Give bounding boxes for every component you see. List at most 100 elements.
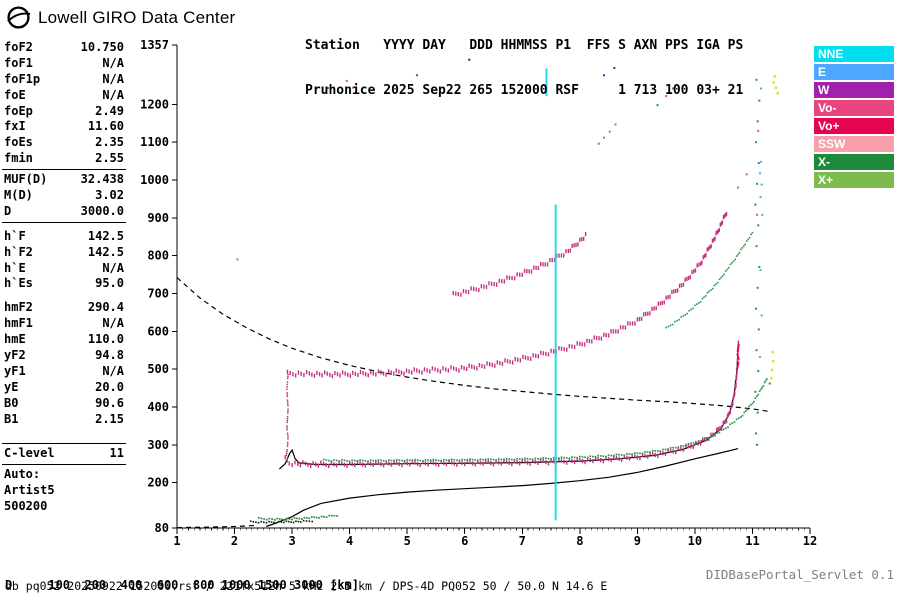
- param-label: foF1: [4, 55, 33, 70]
- y-tick-label: 1357: [140, 38, 169, 52]
- series-noise-dark-blue: [602, 67, 616, 77]
- param-value: 20.0: [95, 379, 124, 394]
- y-tick-label: 1100: [140, 135, 169, 149]
- param-value: 142.5: [87, 244, 124, 259]
- y-tick-label: 300: [147, 438, 169, 452]
- x-tick-label: 12: [803, 534, 817, 548]
- param-row-b0: B0 90.6: [4, 396, 124, 412]
- param-row-d: D 3000.0: [4, 204, 124, 220]
- param-row-hf2: h`F2 142.5: [4, 245, 124, 261]
- station-header: Station YYYY DAY DDD HHMMSS P1 FFS S AXN…: [305, 8, 743, 128]
- parameter-panel: foF2 10.750 foF1 N/A foF1p N/A foE N/A foEp 2.49 f…: [2, 40, 126, 515]
- param-row-fmin: fmin 2.55: [4, 151, 124, 167]
- series-f-second-hop-ordinary: [286, 211, 728, 379]
- param-row-he: h`E N/A: [4, 261, 124, 277]
- divider: [2, 464, 126, 466]
- series-muf-transmission-curve: [176, 277, 770, 413]
- param-row-mufd: MUF(D) 32.438: [4, 172, 124, 188]
- param-row-clevel: C-level 11: [4, 446, 124, 462]
- param-row-foep: foEp 2.49: [4, 104, 124, 120]
- param-value: 94.8: [95, 348, 124, 363]
- param-row-hme: hmE 110.0: [4, 332, 124, 348]
- param-label: yF1: [4, 363, 26, 378]
- param-label: h`E: [4, 260, 26, 275]
- axes: [172, 44, 811, 534]
- param-label: foEs: [4, 135, 33, 150]
- param-row-fof1p: foF1p N/A: [4, 72, 124, 88]
- series-baseline-dashed: [176, 524, 258, 529]
- x-tick-label: 10: [688, 534, 702, 548]
- y-tick-label: 600: [147, 324, 169, 338]
- auto-line: Auto:: [4, 467, 41, 482]
- param-label: fmin: [4, 151, 33, 166]
- legend-item-nne: NNE: [814, 46, 894, 62]
- x-tick-label: 8: [576, 534, 583, 548]
- x-tick-label: 4: [346, 534, 353, 548]
- param-value: 3.02: [95, 188, 124, 203]
- series-noise-yellow: [770, 75, 779, 380]
- auto-line: 500200: [4, 499, 48, 514]
- param-row-foes: foEs 2.35: [4, 135, 124, 151]
- series-es-trace-black: [249, 519, 314, 524]
- logo-row: Lowell GIRO Data Center: [6, 5, 235, 30]
- param-row-hmf2: hmF2 290.4: [4, 300, 124, 316]
- param-row-hmf1: hmF1 N/A: [4, 316, 124, 332]
- y-tick-label: 80: [155, 521, 169, 535]
- series-f-trace-extraordinary: [322, 378, 768, 463]
- spacer: [4, 292, 124, 300]
- param-value: 3000.0: [80, 203, 124, 218]
- series-es-trace-green: [257, 514, 338, 521]
- param-label: yF2: [4, 348, 26, 363]
- divider: [2, 221, 126, 223]
- x-tick-label: 6: [461, 534, 468, 548]
- legend-item-e: E: [814, 64, 894, 80]
- param-label: yE: [4, 379, 19, 394]
- series-o-asymptote-cluster: [735, 343, 740, 371]
- x-tick-label: 2: [231, 534, 238, 548]
- param-row-yf1: yF1 N/A: [4, 364, 124, 380]
- param-value: N/A: [102, 55, 124, 70]
- y-tick-label: 400: [147, 400, 169, 414]
- param-value: 2.55: [95, 151, 124, 166]
- series-f-trace-ordinary: [284, 340, 740, 469]
- param-row-ye: yE 20.0: [4, 380, 124, 396]
- param-row-fxi: fxI 11.60: [4, 119, 124, 135]
- param-row-hes: h`Es 95.0: [4, 276, 124, 292]
- param-row-fof1: foF1 N/A: [4, 56, 124, 72]
- y-tick-label: 1000: [140, 173, 169, 187]
- series-multi-hop-band-upper: [452, 232, 587, 297]
- param-value: 142.5: [87, 228, 124, 243]
- param-value: 32.438: [80, 172, 124, 187]
- status-line: db pq052 20250922 152000.rsf / 221fx512h…: [5, 579, 608, 593]
- series-f-trace-cusp-spread: [285, 373, 289, 457]
- param-value: 2.49: [95, 103, 124, 118]
- param-label: hmF1: [4, 316, 33, 331]
- series-noise-magenta: [326, 74, 418, 90]
- divider: [2, 443, 126, 445]
- param-row-b1: B1 2.15: [4, 412, 124, 428]
- param-value: 290.4: [87, 300, 124, 315]
- legend-item-w: W: [814, 82, 894, 98]
- x-tick-label: 11: [745, 534, 759, 548]
- param-value: N/A: [102, 87, 124, 102]
- param-value: 11: [109, 446, 124, 461]
- param-label: foE: [4, 87, 26, 102]
- param-row-hf: h`F 142.5: [4, 229, 124, 245]
- param-label: foF2: [4, 40, 33, 54]
- x-tick-label: 3: [288, 534, 295, 548]
- param-value: 2.35: [95, 135, 124, 150]
- y-tick-label: 700: [147, 286, 169, 300]
- param-label: h`Es: [4, 276, 33, 291]
- param-label: C-level: [4, 446, 55, 461]
- series-noise-pink: [236, 79, 760, 261]
- param-label: hmE: [4, 332, 26, 347]
- param-value: N/A: [102, 363, 124, 378]
- param-label: fxI: [4, 119, 26, 134]
- y-tick-label: 200: [147, 476, 169, 490]
- param-value: N/A: [102, 71, 124, 86]
- distance-row: D 100 200 400 600 800 1000 1500 3000 [km…: [5, 578, 360, 592]
- param-label: B0: [4, 395, 19, 410]
- auto-line: Artist5: [4, 483, 55, 498]
